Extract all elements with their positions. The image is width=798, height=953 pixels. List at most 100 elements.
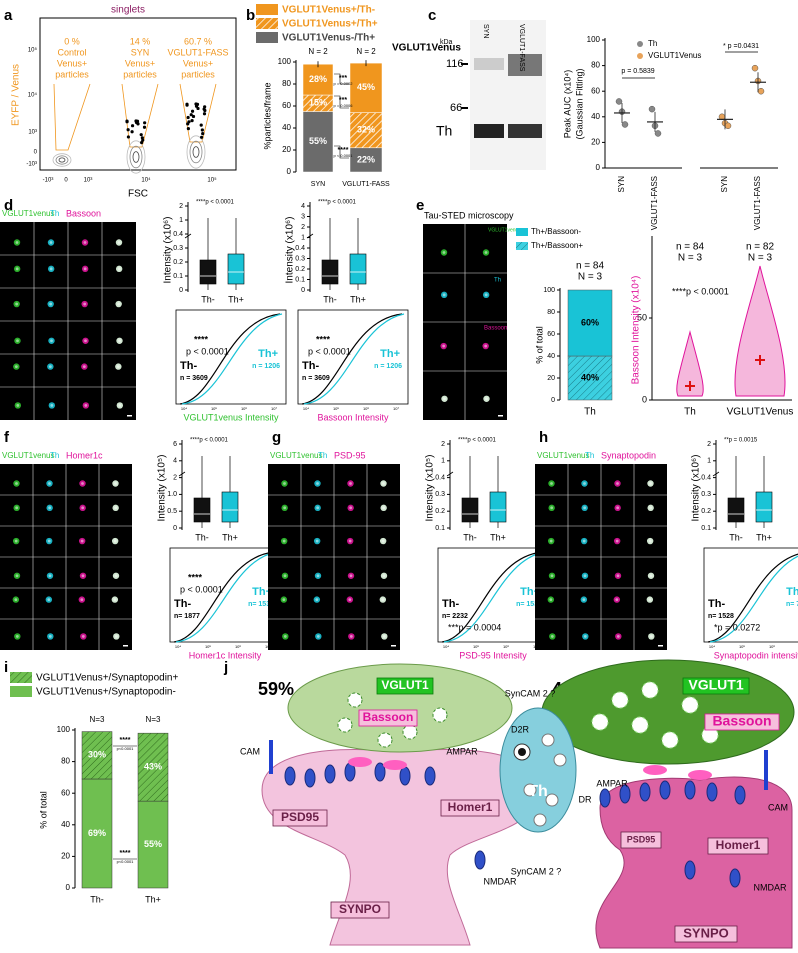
stat-stars: **** [120,737,131,744]
puncta-core [484,251,488,254]
x-tick-label: -10³ [43,178,54,184]
gate-label: 60.7 % [184,36,212,46]
x-axis-label: PSD-95 Intensity [459,650,527,660]
box [755,491,773,523]
receptor [659,780,671,800]
receptor [399,766,411,786]
scale-bar [127,415,132,417]
y-axis-label: Intensity (x10⁵) [157,455,168,522]
panel-letter: f [4,429,10,446]
x-tick-label: 10⁶ [235,644,241,649]
receptor [706,782,718,802]
puncta-core [583,506,587,510]
bar-segment [81,731,113,780]
legend-label: VGLUT1Venus+/Synaptopodin+ [36,673,178,684]
y-tick-label: 0.2 [173,259,183,266]
puncta-core [442,344,446,348]
puncta-core [381,539,385,543]
legend-label: Th [648,39,657,48]
segment-label: 69% [88,828,106,838]
vesicle [533,813,547,827]
puncta-core [49,241,53,244]
puncta-core [48,365,52,369]
vesicle [402,724,418,740]
puncta-core [83,302,87,306]
y-tick-label: 0.1 [173,273,183,280]
label-box [440,799,500,817]
puncta-core [15,482,18,485]
panel-letter: e [416,197,424,214]
cdf-frame [175,309,287,405]
density-contour [189,140,203,164]
n-label: n = 3609 [302,375,330,382]
event-dot [186,127,190,131]
cdf-frame [297,309,409,405]
schematic-label: SYNPO [683,925,729,940]
bar-segment [302,111,334,173]
gate-label: Venus+ [125,58,155,68]
vesicle [661,731,679,749]
receptor [729,868,741,888]
legend-label: VGLUT1Venus+/Synaptopodin- [36,687,176,698]
puncta-core [117,302,121,306]
gate-label: particles [55,69,89,79]
plot-frame [39,17,237,171]
puncta-core [114,574,118,578]
puncta-core [485,397,488,401]
schematic-label: DR [579,794,592,804]
puncta-core [15,506,19,510]
point [757,87,765,95]
puncta-core [14,598,18,602]
bar-segment [567,355,613,401]
puncta-core [50,339,53,343]
y-tick-label: 100 [57,725,71,734]
legend-swatch [516,228,528,236]
n-label: N = 2 [308,47,328,56]
x-tick-label: Th [584,407,596,418]
marker-label: 116 [446,58,464,70]
stat-p: p < 0.0001 [180,584,223,594]
event-dot [194,104,199,108]
receptor [374,762,386,782]
violin [676,330,704,397]
puncta-core [83,241,87,244]
y-tick-label: 0 [34,150,38,156]
bracket [334,145,349,159]
bar-segment [349,147,383,173]
box [221,491,239,523]
stat-p: p<0.0001 [117,859,135,864]
puncta-core [550,635,554,638]
puncta-core [649,635,653,638]
schematic-label: SynCAM 2 ? [505,688,556,698]
y-tick-label: 2 [301,224,305,231]
band [508,124,542,138]
event-dot [186,115,190,120]
schematic-label: Bassoon [712,713,771,729]
y-tick-label: 1 [301,234,305,241]
x-tick-label: 10⁴ [175,644,181,649]
x-tick-label: 10⁵ [473,644,479,649]
y-tick-label: 10⁴ [28,92,38,99]
vesicle [641,681,659,699]
y-tick-label: 0.1 [295,276,305,283]
panel-letter: d [4,197,13,214]
y-tick-label: 0 [301,287,305,294]
x-tick-label: Th [684,407,696,418]
y-tick-label: 0.4 [173,231,183,238]
event-dot [191,114,196,119]
schematic-label: Homer1 [448,800,493,814]
density-contour [132,151,140,163]
violin [734,265,786,397]
puncta-core [550,482,553,485]
y-tick-label: 1.0 [167,491,177,498]
puncta-core [615,598,619,602]
x-tick-label: Th+ [756,532,772,542]
x-tick-label: VGLUT1Venus [727,407,794,418]
gate-label: Venus+ [57,58,87,68]
n-label: n= 1877 [174,613,200,620]
channel-label: Th [494,278,501,284]
puncta-core [649,506,653,510]
legend-label: VGLUT1Venus+/Th- [282,5,375,16]
point [615,98,623,105]
puncta-core [80,598,84,602]
